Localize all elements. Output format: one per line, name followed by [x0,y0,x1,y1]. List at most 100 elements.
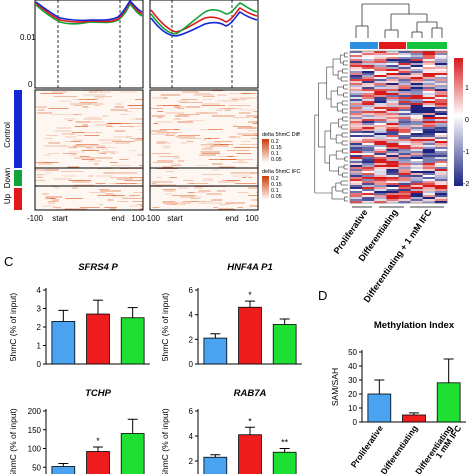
heatmap-cell [386,107,399,110]
heatmap-stripe [89,192,106,193]
heatmap-stripe [107,199,112,201]
heatmap-stripe [162,105,181,106]
heatmap-cell [386,57,399,60]
heatmap-cell [350,117,363,120]
heatmap-stripe [94,96,112,97]
heatmap-cell [422,169,436,172]
heatmap-cell [410,127,424,130]
heatmap-cell [422,147,436,150]
heatmap-cell [362,149,375,152]
heatmap-cell [362,63,375,66]
heatmap-stripe [217,181,236,183]
heatmap-cell [386,199,399,202]
heatmap-stripe [203,178,213,180]
heatmap-cell [410,91,424,94]
heatmap-cell [422,135,436,138]
heatmap-cell [398,139,411,142]
heatmap-stripe [108,199,114,201]
heatmap-cell [398,51,411,54]
heatmap-stripe [92,121,105,123]
heatmap-cell [434,93,448,96]
heatmap-stripe [77,135,82,136]
heatmap-cell [422,101,436,104]
heatmap-stripe [232,162,249,163]
heatmap-stripe [114,106,124,108]
heatmap-stripe [178,187,188,189]
heatmap-cell [350,67,363,70]
heatmap-cell [362,69,375,72]
group-label-up: Up [3,193,12,204]
heatmap-cell [350,119,363,122]
heatmap-cell [386,81,399,84]
heatmap-stripe [138,129,143,130]
heatmap-cell [410,119,424,122]
heatmap-cell [422,75,436,78]
heatmap-stripe [216,100,224,102]
heatmap-stripe [130,126,143,127]
heatmap-stripe [233,175,251,177]
heatmap-cell [422,125,436,128]
heatmap-cell [398,99,411,102]
heatmap-stripe [249,205,258,207]
heatmap-stripe [130,118,136,120]
heatmap-stripe [54,187,60,189]
heatmap-stripe [84,147,93,148]
heatmap-cell [374,103,387,106]
heatmap-stripe [174,106,186,108]
heatmap-cell [434,191,448,194]
heatmap-stripe [64,141,81,142]
heatmap-cell [422,191,436,194]
heatmap-stripe [169,177,178,178]
heatmap-cell [410,107,424,110]
heatmap-cell [398,181,411,184]
heatmap-cell [374,151,387,154]
heatmap-stripe [83,145,105,147]
heatmap-cell [398,167,411,170]
heatmap-cell [374,127,387,130]
heatmap-stripe [68,147,78,148]
heatmap-cell [422,73,436,76]
heatmap-cell [410,79,424,82]
heatmap-cell [434,187,448,190]
heatmap-cell [422,175,436,178]
y-tick-label: 0 [353,418,358,427]
heatmap-cell [422,163,436,166]
heatmap-cell [398,97,411,100]
heatmap-stripe [68,151,85,153]
heatmap-stripe [216,190,226,192]
heatmap-stripe [202,201,213,202]
heatmap-stripe [170,165,176,166]
heatmap-stripe [158,117,163,118]
heatmap-cell [350,179,363,182]
legend-ifc-title: delta 5hmC IFC [262,169,301,175]
heatmap-cell [386,189,399,192]
heatmap-cell [398,147,411,150]
heatmap-cell [362,91,375,94]
heatmap-stripe [229,97,252,99]
heatmap-cell [410,169,424,172]
profile-plot-ifc [149,0,259,89]
heatmap-cell [362,137,375,140]
heatmap-cell [434,201,448,204]
heatmap-stripe [52,91,68,93]
heatmap-stripe [64,208,88,210]
legend-diff-tick: 0.1 [271,151,279,157]
heatmap-stripe [78,99,98,100]
heatmap-stripe [81,159,95,160]
chart-title: HNF4A P1 [227,262,273,273]
heatmap-stripe [239,109,256,111]
y-tick-label: 100 [28,445,42,454]
heatmap-cell [386,149,399,152]
heatmap-stripe [151,130,167,132]
heatmap-cell [434,151,448,154]
heatmap-cell [374,129,387,132]
heatmap-cell [410,105,424,108]
heatmap-stripe [82,103,104,105]
heatmap-cell [434,189,448,192]
heatmap-stripe [162,142,171,144]
heatmap2-x-tick-start: start [167,214,183,223]
heatmap-stripe [193,94,215,96]
heatmap-cell [434,103,448,106]
heatmap-cell [422,93,436,96]
heatmap-cell [398,77,411,80]
